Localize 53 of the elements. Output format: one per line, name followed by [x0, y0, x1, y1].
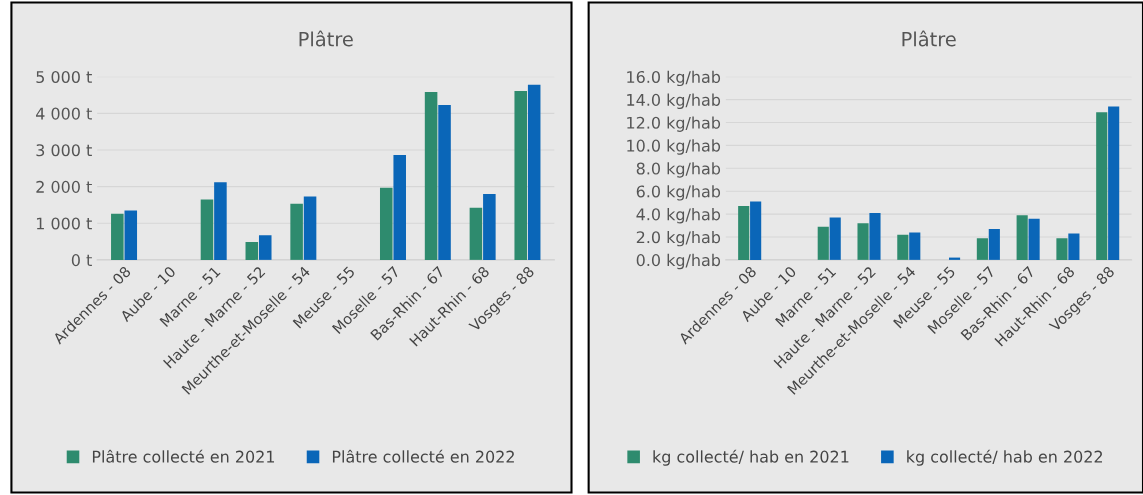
bar [424, 92, 438, 260]
legend-label: Plâtre collecté en 2022 [332, 449, 514, 463]
legend-label: kg collecté/ hab en 2021 [653, 449, 849, 466]
bar [1108, 106, 1120, 260]
bar [245, 241, 259, 260]
y-tick-label: 8.0 kg/hab [636, 162, 721, 178]
y-tick-label: 4 000 t [36, 107, 92, 120]
bar [393, 155, 406, 260]
y-tick-label: 10.0 kg/hab [627, 139, 721, 155]
y-tick-label: 0.0 kg/hab [636, 253, 721, 270]
bar [124, 210, 138, 260]
y-tick-label: 4.0 kg/hab [636, 208, 721, 224]
bar [469, 207, 483, 260]
chart-title: Plâtre [299, 30, 353, 47]
bar [1096, 112, 1108, 260]
bar [909, 232, 921, 260]
bar [817, 226, 829, 260]
bar [200, 199, 214, 260]
chart-title: Plâtre [902, 30, 956, 47]
y-tick-label: 0 t [71, 254, 92, 267]
bar [857, 223, 869, 260]
bar [1016, 215, 1028, 260]
bar [897, 234, 909, 260]
y-tick-label: 16.0 kg/hab [627, 70, 721, 87]
bar [303, 196, 317, 260]
legend-label: Plâtre collecté en 2021 [92, 449, 275, 463]
bar [290, 203, 303, 260]
bar [988, 228, 1000, 260]
bar [976, 238, 988, 260]
y-tick-label: 2 000 t [36, 180, 92, 193]
y-tick-label: 1 000 t [36, 217, 92, 230]
bar [1056, 238, 1068, 260]
bar [527, 84, 541, 260]
bar [750, 201, 762, 260]
bar [438, 104, 451, 260]
y-tick-label: 14.0 kg/hab [627, 93, 721, 110]
bar [483, 193, 496, 260]
bar [829, 217, 841, 260]
legend-label: kg collecté/ hab en 2022 [907, 449, 1102, 466]
bar [258, 235, 272, 260]
y-tick-label: 2.0 kg/hab [636, 230, 721, 247]
bar [379, 187, 393, 260]
bar [111, 213, 124, 260]
y-tick-label: 3 000 t [36, 144, 92, 157]
y-tick-label: 6.0 kg/hab [636, 185, 721, 201]
y-tick-label: 5 000 t [36, 70, 92, 84]
bar [214, 182, 227, 260]
bar [869, 212, 881, 260]
y-tick-label: 12.0 kg/hab [627, 116, 721, 132]
bar [514, 91, 528, 260]
bar [1068, 233, 1080, 260]
bar [1028, 218, 1040, 260]
bar [738, 206, 750, 260]
